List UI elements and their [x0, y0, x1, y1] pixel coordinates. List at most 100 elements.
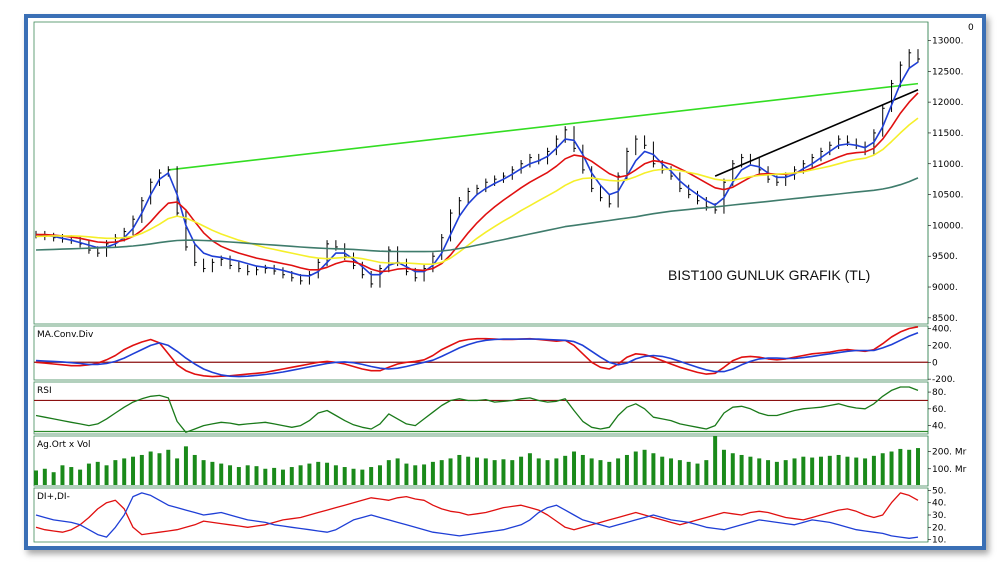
volume-bar-96	[880, 453, 885, 485]
volume-bar-31	[307, 463, 312, 485]
volume-bar-95	[871, 455, 876, 485]
volume-bar-0	[34, 470, 38, 485]
ytick-rsi-1: 60.	[932, 405, 946, 415]
volume-bar-72	[669, 458, 674, 485]
chart-title: BIST100 GUNLUK GRAFIK (TL)	[668, 267, 870, 283]
ma_slow-series-line	[35, 117, 919, 265]
ytick-macd-0: 400.	[932, 325, 952, 335]
volume-bar-36	[351, 468, 356, 485]
volume-bar-39	[377, 465, 382, 485]
volume-bar-93	[854, 457, 859, 485]
chart-frame: 13000. 12500. 12000. 11500. 11000. 10500. 1000…	[24, 14, 986, 550]
ytick-price-4: 11000.	[932, 160, 964, 170]
volume-bar-11	[131, 456, 136, 485]
volume-bar-38	[369, 467, 374, 485]
volume-bar-67	[624, 454, 629, 485]
volume-bar-18	[192, 454, 197, 485]
volume-bar-42	[404, 463, 409, 485]
volume-bar-53	[501, 459, 506, 485]
trend_upper-line	[168, 82, 919, 171]
ytick-rsi-0: 80.	[932, 388, 946, 398]
volume-bar-33	[325, 462, 330, 485]
ytick-dmi-0: 50.	[932, 486, 946, 496]
ytick-dmi-2: 30.	[932, 511, 946, 521]
volume-bar-15	[166, 449, 171, 485]
volume-bar-26	[263, 468, 268, 485]
volume-bar-75	[695, 463, 700, 485]
volume-bar-32	[316, 461, 321, 485]
volume-bar-27	[272, 467, 277, 485]
volume-bar-55	[519, 456, 524, 485]
volume-bar-85	[783, 460, 788, 485]
panel-macd-label: MA.Conv.Div	[37, 330, 94, 340]
volume-bar-73	[677, 460, 682, 485]
volume-bar-71	[660, 456, 665, 485]
price-axis-top-label: 0	[968, 23, 974, 33]
volume-bar-52	[492, 460, 497, 485]
volume-bar-47	[448, 458, 453, 485]
panel-volume-label: Ag.Ort x Vol	[37, 440, 91, 450]
volume-bar-68	[633, 451, 638, 485]
volume-bar-7	[95, 461, 100, 485]
ytick-price-3: 11500.	[932, 129, 964, 139]
volume-bar-69	[642, 449, 647, 485]
ytick-price-2: 12000.	[932, 98, 964, 108]
volume-bar-50	[475, 457, 479, 485]
volume-bar-44	[422, 464, 427, 485]
volume-bar-88	[810, 457, 815, 485]
ytick-macd-3: -200.	[932, 375, 955, 385]
volume-bar-89	[818, 456, 823, 485]
panel-rsi-label: RSI	[37, 386, 52, 396]
volume-bar-21	[219, 463, 224, 485]
ytick-volume-0: 200. Mr	[932, 448, 967, 458]
volume-bar-61	[572, 451, 577, 485]
ytick-price-6: 10000.	[932, 221, 964, 231]
volume-bar-66	[616, 458, 621, 485]
volume-bar-4	[69, 467, 74, 485]
volume-bar-28	[280, 469, 285, 485]
chart-labels: 13000. 12500. 12000. 11500. 11000. 10500. 1000…	[37, 23, 974, 546]
volume-bar-12	[139, 454, 144, 485]
volume-bar-37	[360, 469, 365, 485]
volume-bar-80	[739, 454, 744, 485]
chart-marks	[34, 49, 928, 539]
volume-bar-99	[907, 449, 912, 485]
volume-bar-90	[827, 455, 832, 485]
volume-bar-45	[430, 461, 435, 485]
volume-bar-19	[201, 460, 206, 485]
volume-bar-1	[42, 468, 47, 485]
volume-bar-64	[598, 460, 603, 485]
ytick-price-8: 9000.	[932, 283, 958, 293]
ytick-dmi-1: 40.	[932, 499, 946, 509]
volume-bar-92	[845, 456, 850, 485]
ytick-rsi-2: 40.	[932, 422, 946, 432]
signal-series-line	[35, 332, 919, 378]
volume-bar-94	[863, 458, 868, 485]
ytick-macd-1: 200.	[932, 341, 952, 351]
ytick-macd-2: 0	[932, 358, 938, 368]
volume-bar-40	[386, 460, 391, 485]
volume-bar-58	[545, 460, 550, 485]
volume-bar-82	[757, 458, 762, 485]
volume-bar-10	[122, 458, 127, 485]
volume-bar-46	[439, 460, 444, 485]
ytick-volume-1: 100. Mr	[932, 465, 967, 475]
rsi-series-line	[35, 386, 919, 433]
volume-bar-57	[536, 458, 541, 485]
volume-bar-60	[563, 455, 568, 485]
volume-bar-86	[792, 458, 797, 485]
volume-bar-41	[395, 458, 400, 485]
volume-bar-34	[333, 465, 338, 485]
volume-bar-63	[589, 458, 594, 485]
volume-bar-79	[730, 453, 735, 485]
panel-rsi-box	[33, 381, 929, 435]
volume-bar-78	[721, 449, 726, 485]
ma_long-series-line	[35, 177, 919, 253]
ytick-price-5: 10500.	[932, 191, 964, 201]
volume-bar-3	[60, 465, 65, 485]
volume-bar-24	[245, 465, 250, 485]
volume-bar-62	[580, 454, 585, 485]
volume-bar-35	[342, 467, 347, 485]
volume-bar-81	[748, 456, 753, 485]
volume-bar-65	[607, 461, 612, 485]
